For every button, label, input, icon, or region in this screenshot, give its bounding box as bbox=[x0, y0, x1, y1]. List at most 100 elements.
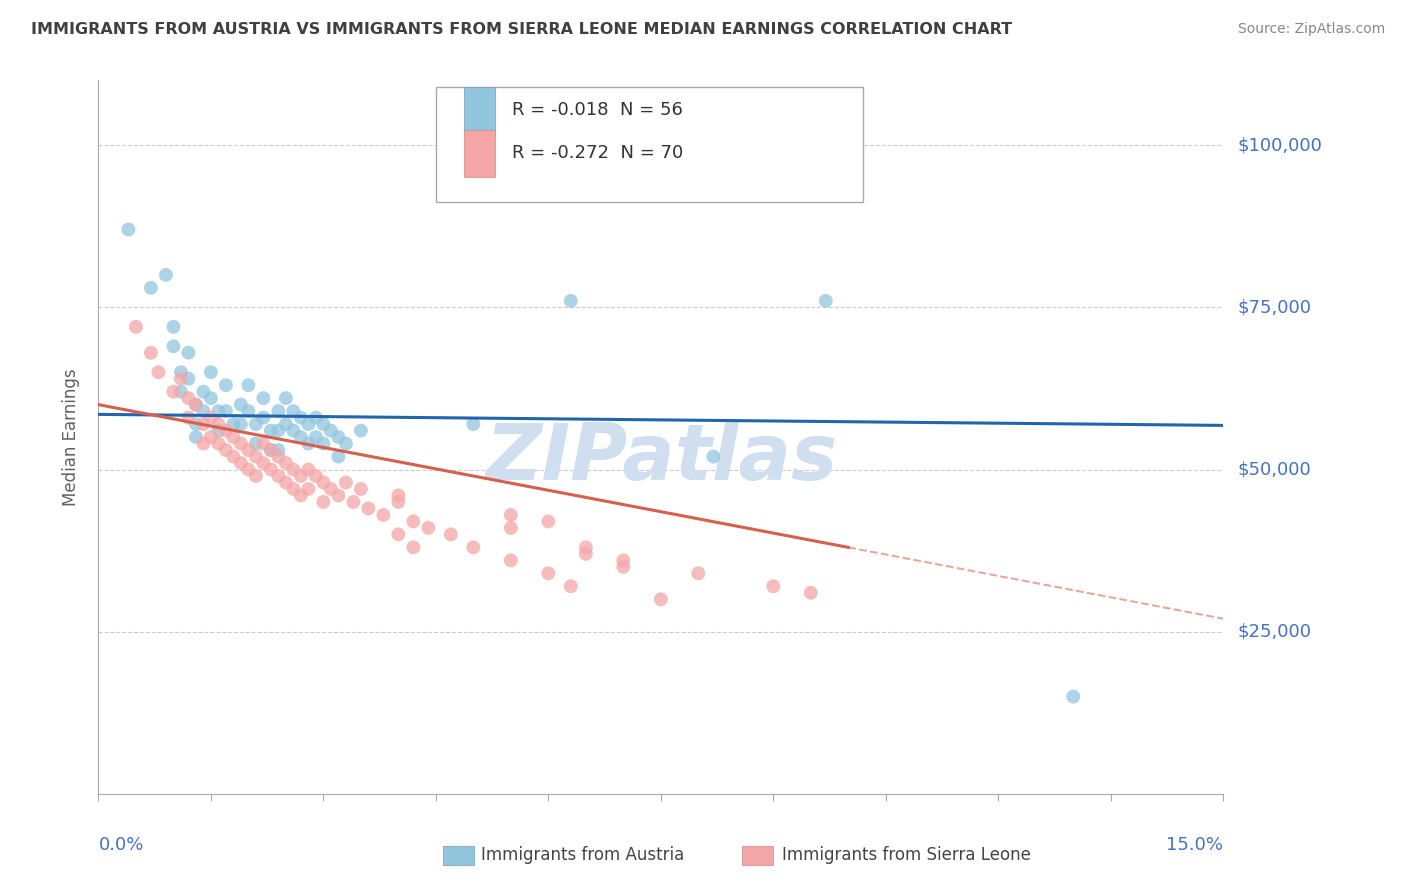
Point bbox=[267, 469, 290, 483]
Point bbox=[260, 424, 283, 438]
Point bbox=[312, 417, 335, 431]
Text: R = -0.018  N = 56: R = -0.018 N = 56 bbox=[512, 102, 683, 120]
Point bbox=[328, 488, 350, 502]
Point bbox=[463, 541, 485, 555]
Point bbox=[537, 566, 560, 581]
Point bbox=[267, 443, 290, 458]
Point bbox=[252, 456, 274, 470]
Point bbox=[162, 339, 184, 353]
Point bbox=[499, 508, 522, 522]
Point bbox=[177, 410, 200, 425]
Point bbox=[222, 450, 245, 464]
Text: $100,000: $100,000 bbox=[1237, 136, 1322, 154]
Point bbox=[229, 456, 252, 470]
Point bbox=[440, 527, 463, 541]
Point bbox=[252, 436, 274, 450]
Point bbox=[312, 475, 335, 490]
Point bbox=[418, 521, 440, 535]
Text: Immigrants from Austria: Immigrants from Austria bbox=[481, 847, 685, 864]
Point bbox=[342, 495, 364, 509]
FancyBboxPatch shape bbox=[464, 130, 495, 177]
Point bbox=[170, 384, 193, 399]
Point bbox=[200, 365, 222, 379]
Point bbox=[125, 319, 148, 334]
Point bbox=[274, 456, 297, 470]
Text: $25,000: $25,000 bbox=[1237, 623, 1312, 640]
Point bbox=[184, 417, 207, 431]
FancyBboxPatch shape bbox=[436, 87, 863, 202]
Point bbox=[162, 319, 184, 334]
Point bbox=[170, 372, 193, 386]
Point bbox=[387, 527, 409, 541]
Point bbox=[184, 398, 207, 412]
Point bbox=[650, 592, 672, 607]
Point bbox=[357, 501, 380, 516]
Point bbox=[499, 553, 522, 567]
Point bbox=[193, 436, 215, 450]
Point bbox=[290, 469, 312, 483]
Point bbox=[260, 462, 283, 476]
Point bbox=[245, 450, 267, 464]
Point bbox=[245, 469, 267, 483]
Point bbox=[335, 436, 357, 450]
Point bbox=[290, 488, 312, 502]
Point bbox=[373, 508, 395, 522]
Point bbox=[575, 541, 598, 555]
Point bbox=[177, 345, 200, 359]
Point bbox=[335, 475, 357, 490]
Point bbox=[207, 404, 229, 418]
Point bbox=[215, 404, 238, 418]
Point bbox=[560, 579, 582, 593]
Point bbox=[155, 268, 177, 282]
Point bbox=[1062, 690, 1084, 704]
Point bbox=[177, 391, 200, 405]
Point bbox=[283, 462, 305, 476]
Point bbox=[238, 378, 260, 392]
Point bbox=[350, 482, 373, 496]
Point bbox=[305, 410, 328, 425]
Point bbox=[215, 424, 238, 438]
Point bbox=[283, 482, 305, 496]
Point bbox=[207, 417, 229, 431]
Point bbox=[215, 378, 238, 392]
Point bbox=[800, 586, 823, 600]
Point bbox=[283, 424, 305, 438]
Point bbox=[762, 579, 785, 593]
Point bbox=[222, 417, 245, 431]
Point bbox=[319, 424, 342, 438]
Point bbox=[537, 515, 560, 529]
Point bbox=[207, 424, 229, 438]
Point bbox=[350, 424, 373, 438]
Point bbox=[252, 391, 274, 405]
Point bbox=[274, 475, 297, 490]
Point bbox=[245, 436, 267, 450]
Point bbox=[238, 462, 260, 476]
Point bbox=[193, 417, 215, 431]
FancyBboxPatch shape bbox=[464, 87, 495, 134]
Text: 15.0%: 15.0% bbox=[1166, 836, 1223, 854]
Point bbox=[267, 424, 290, 438]
Point bbox=[200, 410, 222, 425]
Point bbox=[200, 391, 222, 405]
Point bbox=[215, 443, 238, 458]
Point bbox=[814, 293, 837, 308]
Point bbox=[402, 515, 425, 529]
Text: Source: ZipAtlas.com: Source: ZipAtlas.com bbox=[1237, 22, 1385, 37]
Point bbox=[387, 495, 409, 509]
Text: IMMIGRANTS FROM AUSTRIA VS IMMIGRANTS FROM SIERRA LEONE MEDIAN EARNINGS CORRELAT: IMMIGRANTS FROM AUSTRIA VS IMMIGRANTS FR… bbox=[31, 22, 1012, 37]
Point bbox=[387, 488, 409, 502]
Point bbox=[177, 372, 200, 386]
Point bbox=[245, 417, 267, 431]
Text: 0.0%: 0.0% bbox=[98, 836, 143, 854]
Point bbox=[238, 443, 260, 458]
Point bbox=[148, 365, 170, 379]
Point bbox=[139, 281, 162, 295]
Point bbox=[267, 450, 290, 464]
Point bbox=[463, 417, 485, 431]
Point bbox=[702, 450, 724, 464]
Point bbox=[162, 384, 184, 399]
Point bbox=[319, 482, 342, 496]
Point bbox=[193, 404, 215, 418]
Point bbox=[560, 293, 582, 308]
Point bbox=[207, 436, 229, 450]
